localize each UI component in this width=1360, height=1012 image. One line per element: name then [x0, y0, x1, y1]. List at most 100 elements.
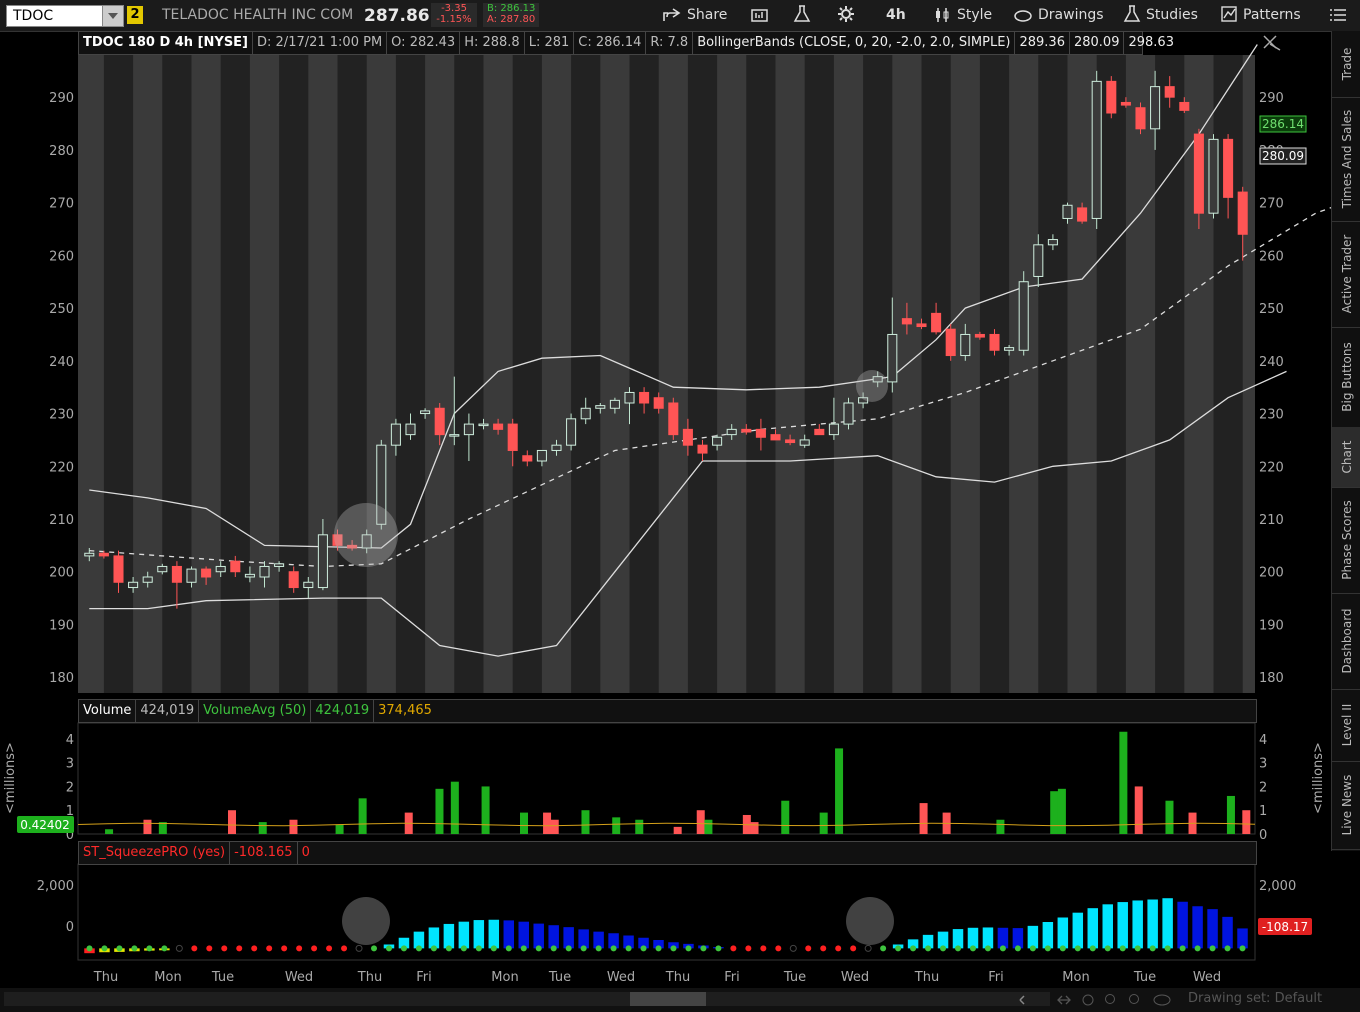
link-group-badge[interactable]: 2	[127, 6, 143, 24]
squeeze-dot	[715, 945, 722, 952]
squeeze-bar	[967, 927, 979, 949]
sidebar-tab-label: Level II	[1339, 703, 1354, 747]
symbol-dropdown-button[interactable]	[102, 6, 123, 26]
candle-down	[668, 402, 679, 436]
squeeze-dot	[610, 945, 617, 952]
style-button[interactable]: Style	[934, 5, 992, 25]
candle-down	[1077, 207, 1088, 222]
squeeze-dot	[745, 945, 752, 952]
squeeze-dot	[1179, 945, 1186, 952]
sidebar-tab-times-and-sales[interactable]: Times And Sales	[1332, 97, 1360, 222]
squeeze-dot	[371, 945, 377, 952]
volume-header: Volume 424,019 VolumeAvg (50) 424,019 374,46…	[78, 699, 1257, 723]
drawing-ellipse-icon[interactable]	[1153, 994, 1171, 1006]
sidebar-tab-live-news[interactable]: Live News	[1332, 761, 1360, 850]
ellipse-drawing-icon	[1014, 10, 1032, 22]
price-axis-tick: 230	[49, 408, 74, 423]
candle-down	[1223, 138, 1234, 198]
volume-bar-up	[1226, 795, 1235, 834]
drawings-button[interactable]: Drawings	[1013, 5, 1104, 25]
candle-up	[828, 423, 839, 436]
volume-title[interactable]: Volume	[79, 700, 137, 722]
expand-icon[interactable]	[1057, 995, 1071, 1005]
thinkback-button[interactable]	[793, 5, 816, 25]
right-sidebar: Trade Times And Sales Active Trader Big …	[1331, 31, 1360, 851]
volume-value: 424,019	[136, 700, 200, 722]
price-axis-tick: 260	[49, 249, 74, 264]
studies-label: Studies	[1146, 7, 1198, 23]
volume-bar-up	[704, 819, 713, 834]
squeeze-dot	[1149, 945, 1156, 952]
patterns-button[interactable]: Patterns	[1220, 5, 1301, 25]
squeeze-bar	[1192, 906, 1203, 949]
candle-up	[361, 534, 372, 549]
bollinger-study-label[interactable]: BollingerBands (CLOSE, 0, 20, -2.0, 2.0,…	[693, 32, 1016, 54]
squeeze-bar	[937, 931, 949, 949]
crosshair-icon[interactable]	[1082, 994, 1094, 1006]
squeeze-dot	[1119, 945, 1126, 952]
collapse-panes-icon[interactable]	[1263, 35, 1281, 51]
sidebar-tab-phase-scores[interactable]: Phase Scores	[1332, 487, 1360, 594]
candle-down	[989, 333, 1000, 351]
drawing-set-label[interactable]: Drawing set: Default	[1188, 991, 1323, 1006]
price-header-open: O: 282.43	[387, 32, 461, 54]
squeeze-title[interactable]: ST_SqueezePRO (yes)	[79, 842, 231, 864]
candle-up	[1150, 86, 1161, 130]
price-axis-tick: 250	[1259, 302, 1284, 317]
volume-bar-up	[635, 819, 644, 834]
flask-icon	[793, 5, 811, 22]
zoom-out-icon[interactable]	[1129, 994, 1139, 1004]
chart-setup-button[interactable]	[750, 5, 775, 25]
price-axis-tick: 210	[49, 513, 74, 528]
chart-setup-icon	[751, 9, 768, 22]
squeeze-bar	[1147, 899, 1158, 949]
scroll-left-icon[interactable]	[1019, 995, 1025, 1005]
squeeze-dot	[266, 945, 273, 952]
time-axis-label: Wed	[1193, 970, 1221, 985]
time-axis-label: Fri	[416, 970, 432, 985]
sidebar-tab-trade[interactable]: Trade	[1332, 31, 1360, 98]
volume-axis-tick: 2	[66, 780, 74, 795]
sidebar-tab-level-ii[interactable]: Level II	[1332, 689, 1360, 762]
volume-bar-down	[750, 822, 759, 834]
squeeze-dot	[789, 944, 797, 952]
squeeze-dot	[655, 945, 662, 952]
time-axis-label: Mon	[154, 970, 181, 985]
share-button[interactable]: Share	[662, 5, 727, 25]
squeeze-dot	[475, 945, 482, 952]
candle-up	[244, 573, 255, 578]
squeeze-bar	[398, 937, 410, 949]
squeeze-dot	[505, 945, 512, 952]
symbol-input[interactable]: TDOC	[6, 5, 124, 27]
volume-bar-up	[1057, 788, 1066, 834]
volume-bar-up	[1119, 731, 1128, 834]
zoom-in-icon[interactable]	[1105, 994, 1115, 1004]
studies-button[interactable]: Studies	[1123, 5, 1198, 25]
scroll-track[interactable]	[4, 992, 1050, 1006]
sidebar-tab-big-buttons[interactable]: Big Buttons	[1332, 327, 1360, 428]
settings-button[interactable]	[837, 5, 860, 25]
volume-axis-tick: 1	[66, 804, 74, 819]
sidebar-tab-active-trader[interactable]: Active Trader	[1332, 221, 1360, 328]
price-pane-background	[78, 55, 1255, 693]
squeeze-bar	[982, 927, 994, 949]
volume-avg-title[interactable]: VolumeAvg (50)	[199, 700, 312, 722]
price-axis-tick: 230	[1259, 408, 1284, 423]
sidebar-tab-dashboard[interactable]: Dashboard	[1332, 593, 1360, 690]
candle-down	[1237, 191, 1248, 235]
price-axis-tick: 220	[49, 460, 74, 475]
squeeze-bar	[1162, 898, 1173, 949]
volume-bar-down	[673, 826, 682, 834]
time-axis-label: Wed	[285, 970, 313, 985]
scroll-thumb[interactable]	[630, 992, 706, 1006]
squeeze-dot	[445, 945, 452, 952]
last-price-label-box	[1259, 115, 1307, 133]
volume-bar-up	[435, 788, 444, 834]
sidebar-tab-chart[interactable]: Chart	[1332, 427, 1360, 488]
squeeze-header: ST_SqueezePRO (yes) -108.165 0	[78, 841, 1257, 865]
volume-average-line	[77, 822, 1256, 827]
menu-button[interactable]	[1329, 5, 1352, 25]
volume-bars	[105, 731, 1251, 834]
timeframe-button[interactable]: 4h	[886, 7, 906, 23]
